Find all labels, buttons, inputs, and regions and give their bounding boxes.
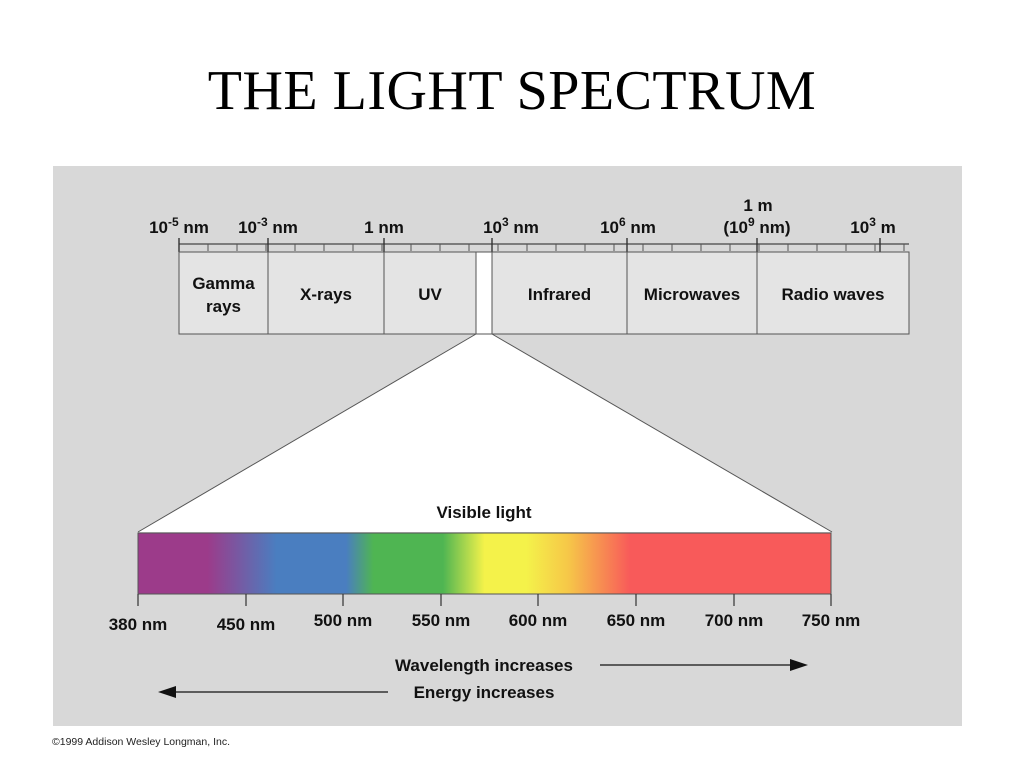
visible-tick-label: 500 nm (314, 611, 373, 630)
visible-tick-label: 380 nm (109, 615, 168, 634)
top-scale-label: 103 nm (483, 215, 539, 237)
top-scale-label: 10-5 nm (149, 215, 209, 237)
energy-arrow-head (158, 686, 176, 698)
top-scale-label: 1 nm (364, 218, 404, 237)
top-scale-label: 10-3 nm (238, 215, 298, 237)
visible-tick-label: 600 nm (509, 611, 568, 630)
band-box (383, 251, 477, 335)
visible-scale: 380 nm 450 nm 500 nm 550 nm 600 nm 650 nm 700 … (109, 594, 861, 634)
visible-gap-box (475, 251, 493, 335)
visible-spectrum-bar (137, 532, 832, 595)
one-meter-label: 1 m (743, 196, 772, 215)
visible-tick-label: 450 nm (217, 615, 276, 634)
visible-tick-label: 750 nm (802, 611, 861, 630)
zoom-cone (138, 334, 832, 532)
top-scale-label: (109 nm) (723, 215, 790, 237)
band-label: rays (206, 297, 241, 316)
wavelength-increases-label: Wavelength increases (395, 656, 573, 675)
top-scale-label: 103 m (850, 215, 895, 237)
band-label: Radio waves (782, 285, 885, 304)
copyright-text: ©1999 Addison Wesley Longman, Inc. (52, 736, 230, 748)
visible-tick-label: 550 nm (412, 611, 471, 630)
band-label: Microwaves (644, 285, 740, 304)
band-box (267, 251, 385, 335)
zoom-line-left (137, 333, 477, 533)
band-label: Infrared (528, 285, 591, 304)
top-scale: 10-5 nm 10-3 nm 1 nm 103 nm 106 nm (109 nm) 10… (149, 196, 909, 252)
energy-increases-label: Energy increases (414, 683, 555, 702)
visible-tick-label: 650 nm (607, 611, 666, 630)
top-scale-label: 106 nm (600, 215, 656, 237)
slide-title: THE LIGHT SPECTRUM (207, 60, 817, 122)
zoom-line-right (491, 333, 833, 533)
band-box (756, 251, 910, 335)
spectrum-bands: Gamma rays X-rays UV Infrared Microwaves Radio… (178, 251, 910, 335)
visible-tick-label: 700 nm (705, 611, 764, 630)
wavelength-arrow-head (790, 659, 808, 671)
visible-light-label: Visible light (436, 503, 531, 522)
band-box (626, 251, 758, 335)
band-box (491, 251, 628, 335)
band-label: UV (418, 285, 442, 304)
band-label: Gamma (192, 274, 255, 293)
band-label: X-rays (300, 285, 352, 304)
band-box (178, 251, 269, 335)
